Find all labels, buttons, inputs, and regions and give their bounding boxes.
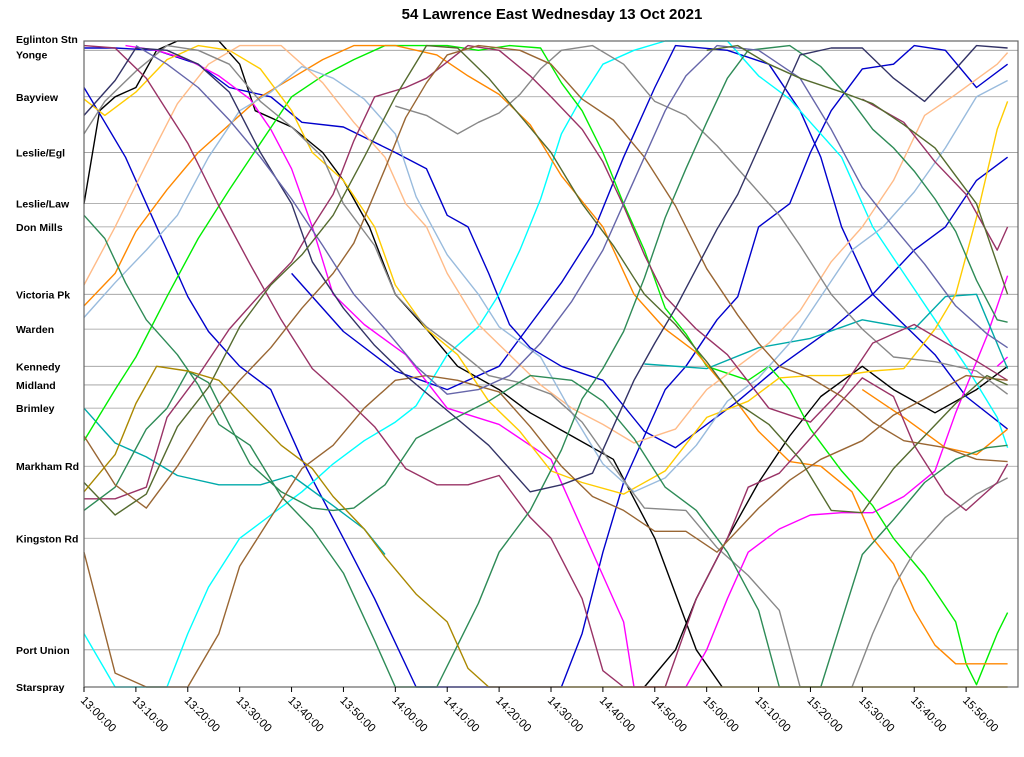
x-tick-label: 15:40:00 (908, 695, 948, 735)
trip-line (644, 293, 1009, 370)
trip-line (83, 65, 1008, 493)
trip-line (706, 44, 1009, 295)
x-tick-label: 14:20:00 (493, 695, 533, 735)
stop-labels: Eglinton Stn Yonge Bayview Leslie/Egl Leslie… (16, 34, 79, 694)
stop-label: Warden (16, 324, 54, 336)
x-tick-label: 14:50:00 (649, 695, 689, 735)
stop-label: Victoria Pk (16, 289, 70, 301)
stop-label: Port Union (16, 645, 70, 657)
time-axis: 13:00:00 13:10:00 13:20:00 13:30:00 13:40:00… (78, 687, 1000, 735)
stop-label: Leslie/Law (16, 199, 70, 211)
trip-line (83, 374, 1008, 688)
trip-line (135, 44, 1008, 395)
x-tick-label: 15:30:00 (856, 695, 896, 735)
trip-line (83, 40, 723, 688)
x-tick-label: 15:10:00 (752, 695, 792, 735)
trip-lines (83, 40, 1009, 688)
x-tick-label: 13:00:00 (78, 695, 118, 735)
stop-label: Markham Rd (16, 461, 79, 473)
trip-line (83, 44, 1008, 688)
x-tick-label: 15:00:00 (701, 695, 741, 735)
stop-label: Starspray (16, 682, 65, 694)
stop-label: Leslie/Egl (16, 148, 65, 160)
stop-label: Yonge (16, 49, 47, 61)
trip-line (84, 44, 1008, 500)
stop-label: Don Mills (16, 222, 63, 234)
trip-line (83, 44, 1008, 509)
stop-gridlines (84, 40, 1018, 688)
trip-line (83, 44, 1008, 688)
x-tick-label: 13:50:00 (337, 695, 377, 735)
trip-line (125, 44, 1009, 688)
x-tick-label: 13:10:00 (130, 695, 170, 735)
chart-title: 54 Lawrence East Wednesday 13 Oct 2021 (401, 6, 703, 23)
trip-line (83, 44, 1009, 444)
stop-label: Midland (16, 380, 56, 392)
stop-label: Kennedy (16, 361, 61, 373)
x-tick-label: 15:20:00 (804, 695, 844, 735)
trip-line (395, 44, 1009, 395)
stop-label: Kingston Rd (16, 533, 78, 545)
trip-line (83, 44, 1009, 688)
x-tick-label: 14:00:00 (389, 695, 429, 735)
trip-line (83, 44, 1009, 688)
x-tick-label: 14:10:00 (441, 695, 481, 735)
x-tick-label: 14:30:00 (545, 695, 585, 735)
trip-line (861, 98, 1009, 251)
trip-line (83, 44, 1008, 665)
x-tick-label: 15:50:00 (960, 695, 1000, 735)
trip-line (291, 44, 1009, 430)
stop-label: Bayview (16, 92, 59, 104)
x-tick-label: 13:40:00 (285, 695, 325, 735)
stop-label: Eglinton Stn (16, 34, 78, 46)
x-tick-label: 13:30:00 (234, 695, 274, 735)
trip-line (996, 356, 1009, 367)
trip-line (83, 44, 1008, 516)
x-tick-label: 14:40:00 (597, 695, 637, 735)
trip-line (83, 44, 1009, 495)
trip-line (84, 47, 1009, 449)
trip-line (83, 407, 386, 555)
plot-frame (83, 40, 1019, 688)
x-tick-label: 13:20:00 (182, 695, 222, 735)
trip-line (83, 44, 1008, 493)
trip-line (83, 370, 1008, 688)
stop-label: Brimley (16, 403, 55, 415)
trip-line (83, 40, 1009, 688)
trip-line (83, 365, 1008, 688)
